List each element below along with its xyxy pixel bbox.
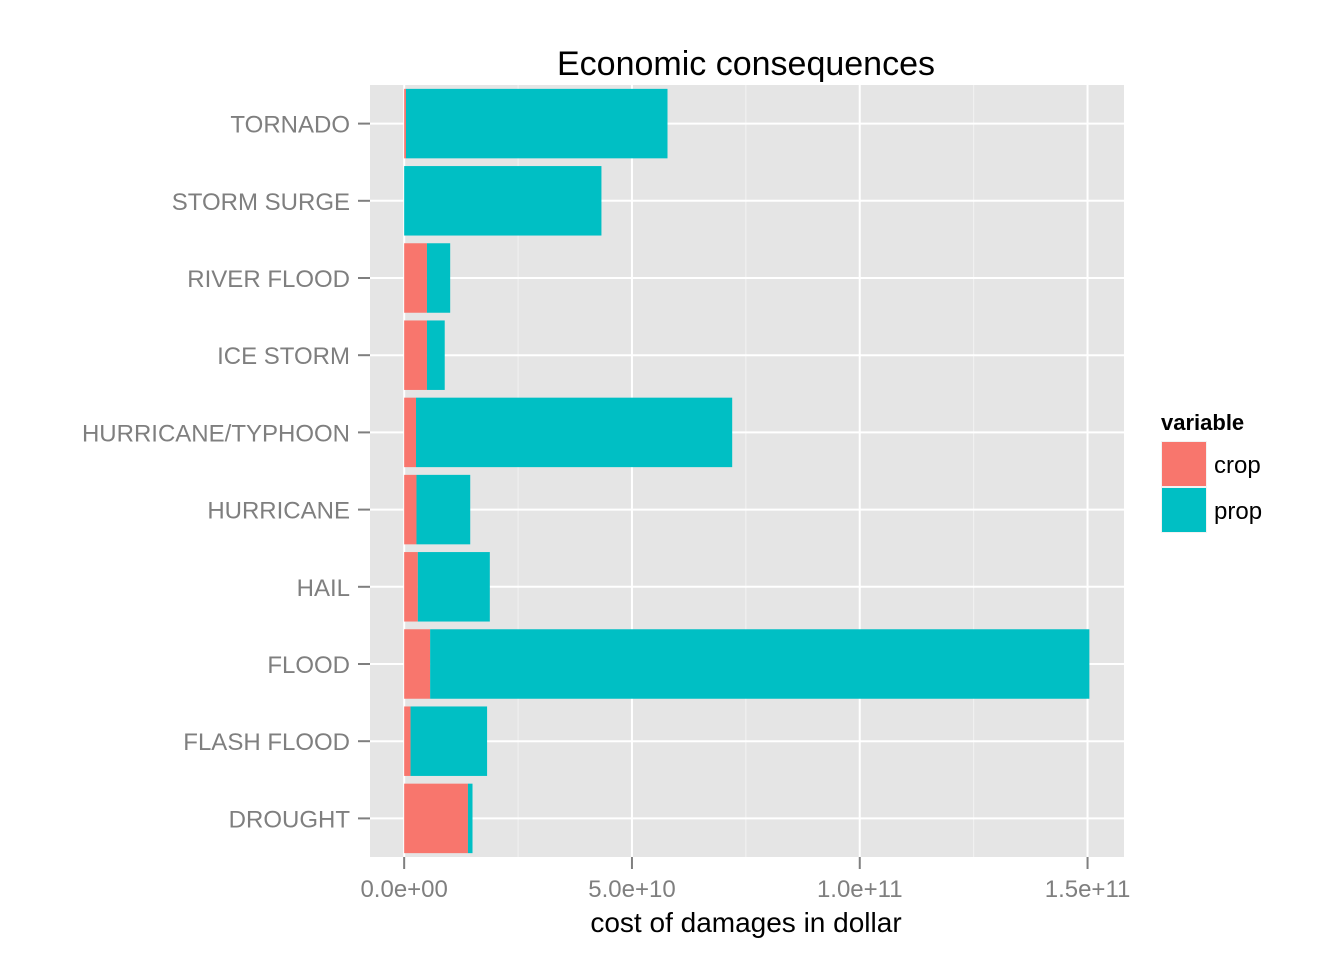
bar-crop-flash-flood [404,706,411,776]
bar-prop-flash-flood [410,706,488,776]
chart-title: Economic consequences [557,45,935,83]
bar-crop-drought [404,783,468,854]
bar-prop-river-flood [426,243,451,313]
legend-swatch-prop [1162,488,1206,532]
x-tick-label: 0.0e+00 [360,876,447,903]
legend-label-crop: crop [1214,452,1261,479]
bar-crop-flood [404,629,431,699]
y-tick-label: FLASH FLOOD [183,729,350,756]
y-tick-label: FLOOD [267,652,350,679]
legend: variable crop prop [1161,410,1262,533]
x-tick-label: 1.0e+11 [817,876,903,903]
bar-prop-ice-storm [426,320,445,390]
y-tick-label: HAIL [297,575,350,602]
legend-swatch-crop [1162,442,1206,486]
bar-prop-hurricane [416,474,471,545]
bar-prop-tornado [405,88,668,159]
bar-prop-hurricane-typhoon [416,397,733,468]
bar-crop-hurricane-typhoon [404,397,417,468]
y-tick-label: ICE STORM [217,343,350,370]
bar-crop-tornado [404,88,406,159]
bar-prop-drought [467,783,473,854]
y-tick-label: HURRICANE/TYPHOON [82,420,350,447]
bar-prop-storm-surge [404,166,602,236]
y-tick-label: DROUGHT [229,806,351,833]
y-tick-label: HURRICANE [207,498,350,525]
y-tick-label: TORNADO [230,112,350,139]
bar-crop-hurricane [404,474,417,545]
legend-label-prop: prop [1214,498,1262,525]
y-tick-label: STORM SURGE [172,189,350,216]
bar-prop-hail [417,552,490,622]
x-tick-label: 1.5e+11 [1045,876,1131,903]
legend-title: variable [1161,410,1244,435]
bar-crop-river-flood [404,243,427,313]
x-tick-label: 5.0e+10 [588,876,675,903]
x-axis-label: cost of damages in dollar [590,907,901,938]
y-tick-label: RIVER FLOOD [187,266,350,293]
bar-crop-ice-storm [404,320,427,390]
bar-prop-flood [430,629,1090,699]
bar-crop-hail [404,552,418,622]
